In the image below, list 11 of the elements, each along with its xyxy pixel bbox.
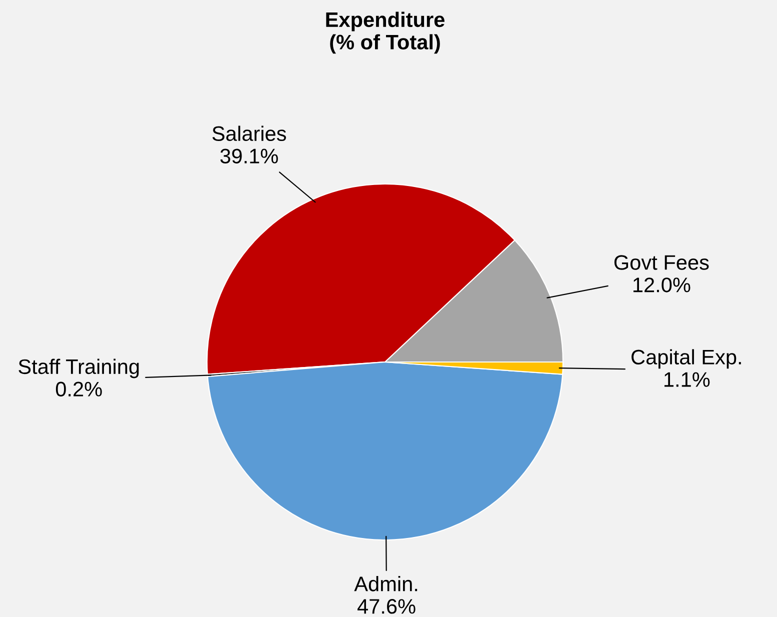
data-label: 12.0% [633, 278, 690, 292]
slice-label: Capital Exp. [632, 349, 741, 369]
chart-title: Expenditure (% of Total) [326, 12, 444, 54]
slice-label: Govt Fees [614, 255, 709, 270]
data-label: 0.2% [56, 382, 102, 397]
slice-label: Admin. [354, 576, 418, 592]
data-label: 1.1% [664, 372, 710, 387]
data-label: 47.6% [357, 599, 416, 614]
slice-label: Staff Training [18, 358, 139, 378]
slice-label: Salaries [212, 126, 286, 142]
data-label: 39.1% [220, 148, 278, 164]
